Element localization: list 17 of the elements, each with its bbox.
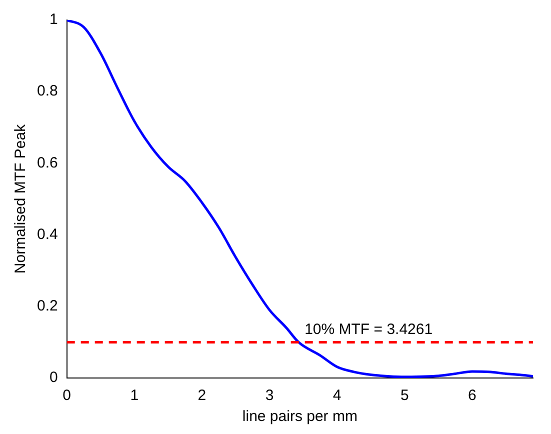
y-tick-label: 0.4	[36, 226, 58, 243]
x-axis-title: line pairs per mm	[242, 408, 358, 426]
line-series	[66, 20, 533, 378]
y-tick-label: 0.8	[36, 82, 58, 100]
x-tick-label: 2	[198, 387, 206, 404]
y-axis-title: Normalised MTF Peak	[12, 124, 30, 274]
y-tick-label: 1	[50, 11, 58, 28]
x-tick-label: 4	[332, 387, 342, 404]
ref-line-label: 10% MTF = 3.4261	[304, 320, 433, 338]
y-tick-label: 0	[50, 369, 58, 386]
x-tick-label: 5	[400, 387, 409, 404]
x-tick-label: 1	[130, 387, 139, 404]
y-tick-label: 0.6	[36, 154, 58, 172]
x-tick-label: 0	[62, 387, 72, 404]
x-tick-label: 3	[265, 387, 274, 404]
x-tick-label: 6	[468, 387, 476, 404]
y-tick-label: 0.2	[36, 298, 58, 315]
